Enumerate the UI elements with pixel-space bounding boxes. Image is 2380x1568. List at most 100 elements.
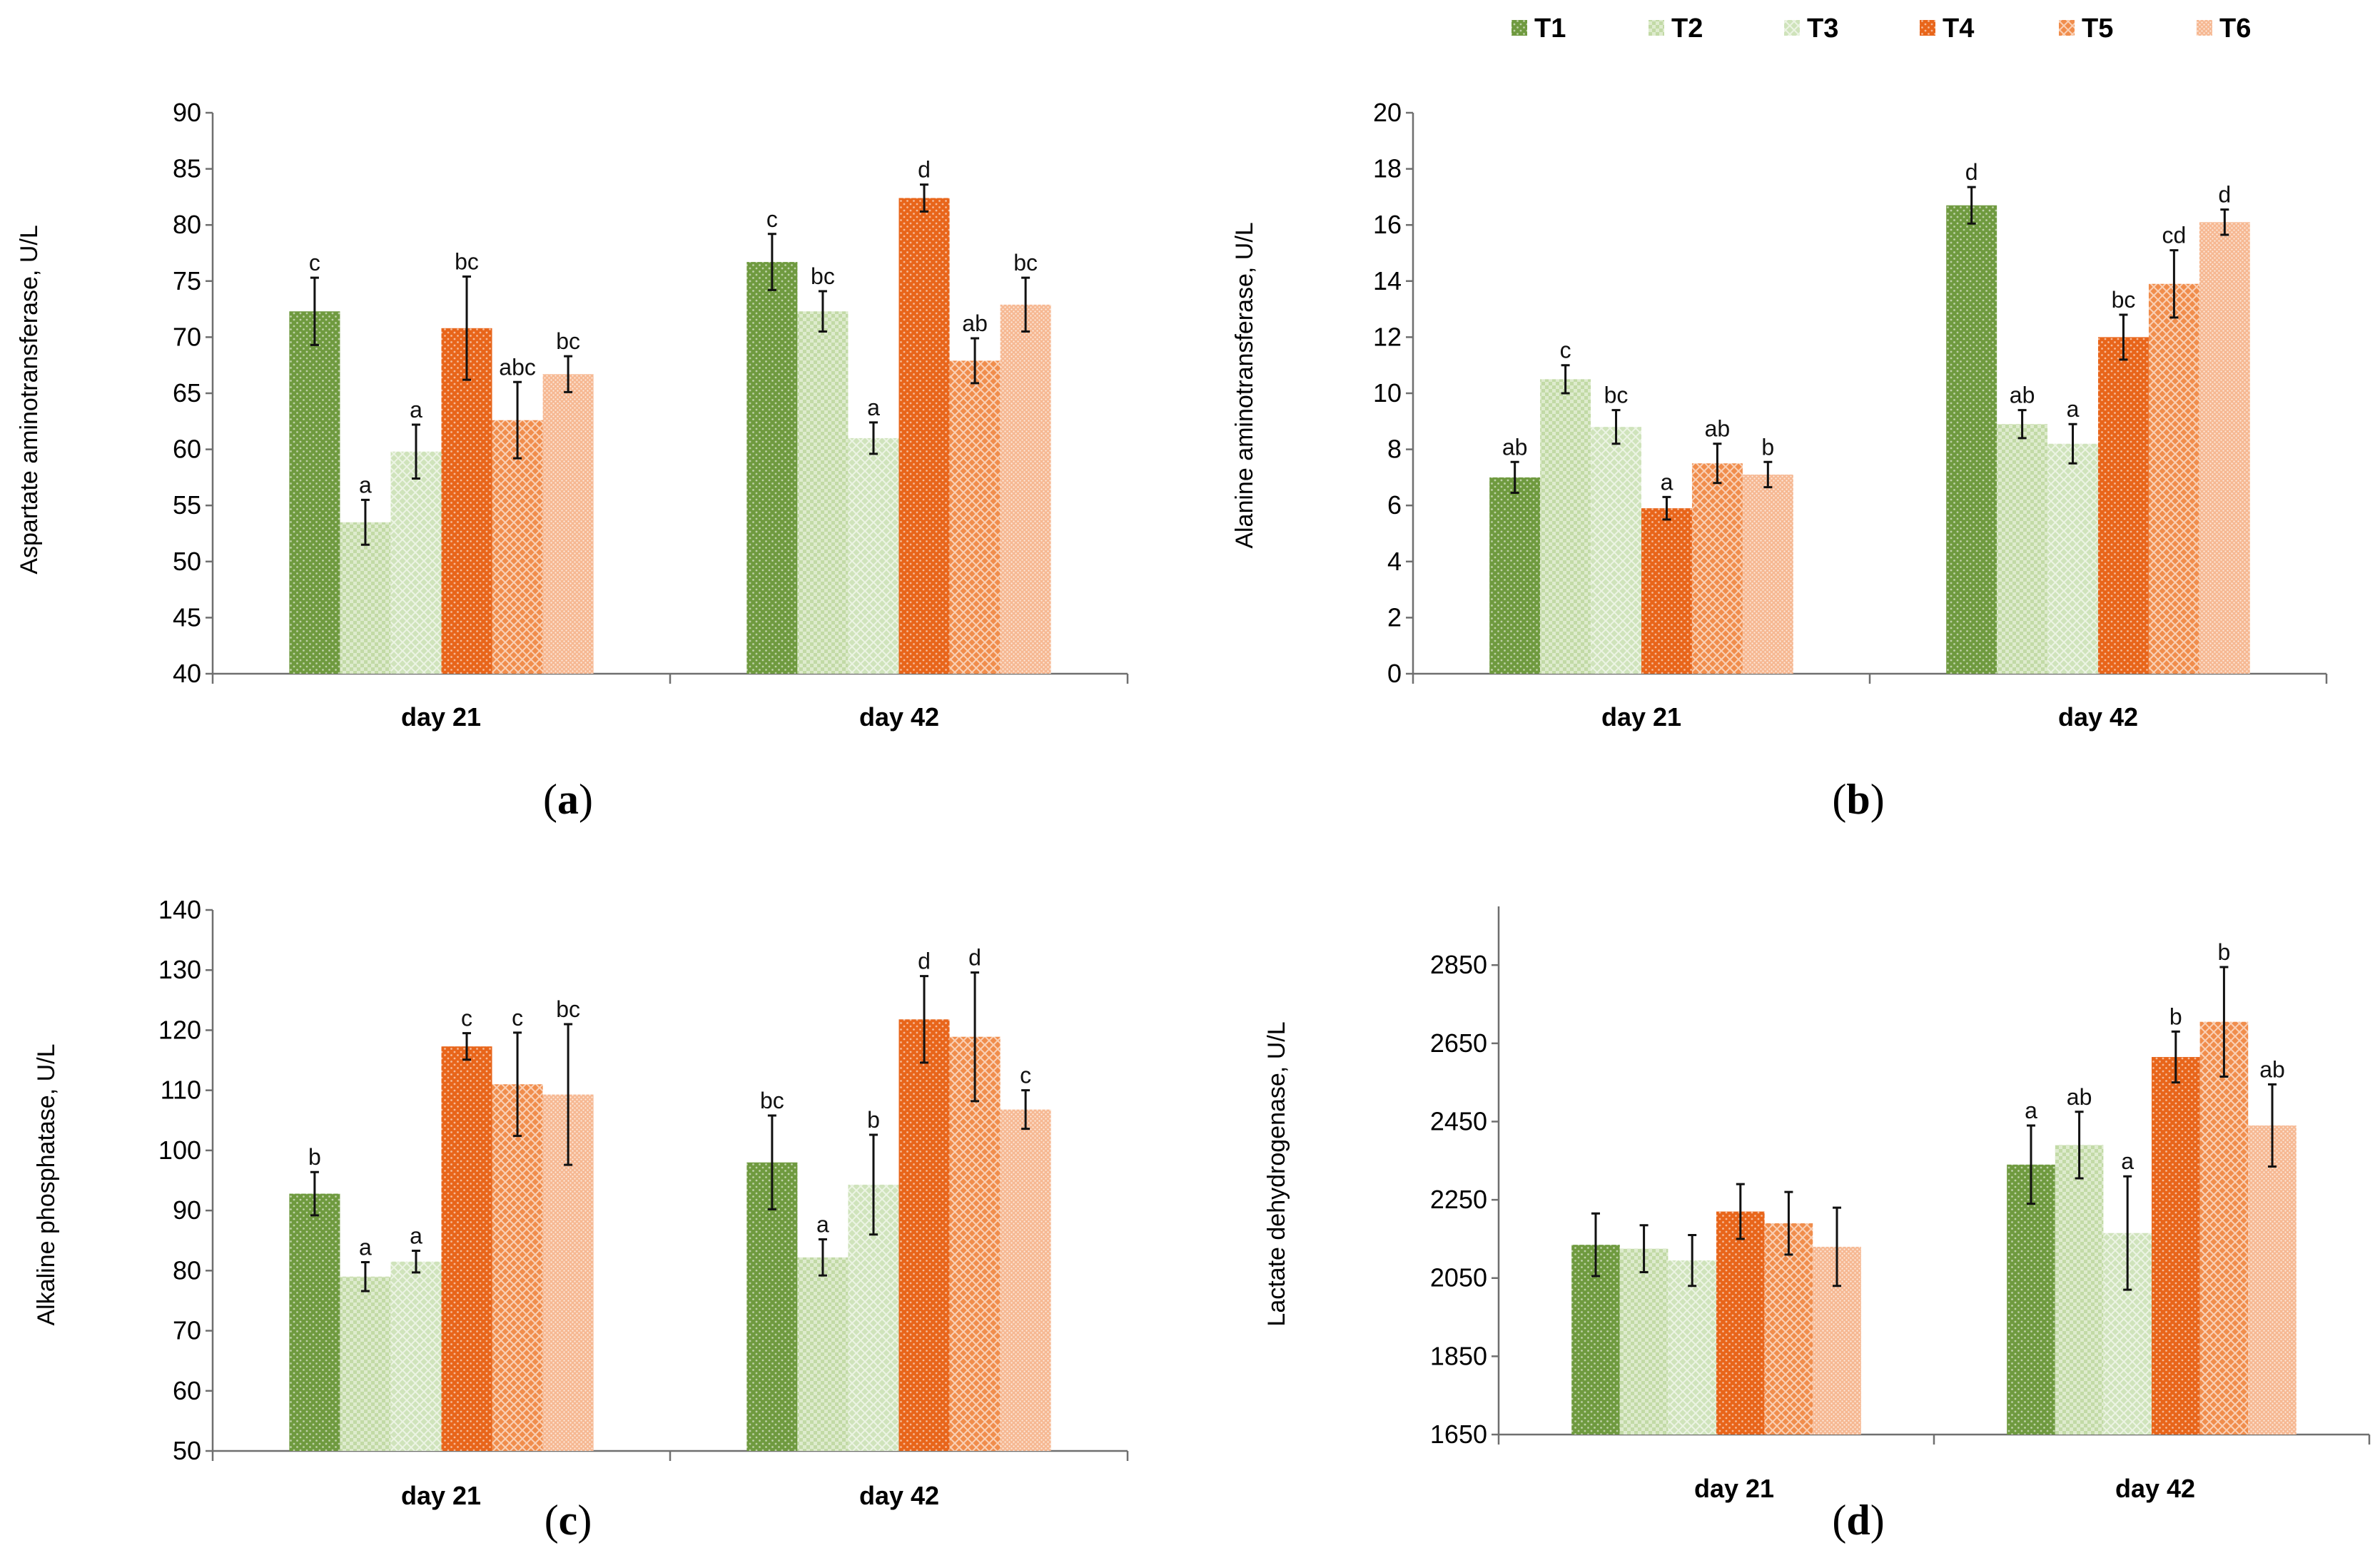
y-axis-label: Lactate dehydrogenase, U/L: [1263, 1021, 1290, 1326]
legend-item-t3: T3: [1784, 14, 1838, 44]
error-bar: [1713, 442, 1722, 485]
y-tick-label: 18: [1373, 154, 1402, 183]
y-tick-label: 6: [1387, 490, 1402, 520]
significance-letter: bc: [556, 328, 580, 354]
error-bar: [1763, 460, 1773, 489]
y-tick-label: 70: [173, 1316, 201, 1345]
significance-letter: ab: [962, 310, 988, 336]
significance-letter: c: [461, 1006, 472, 1031]
bar-t3-day-21: [1668, 1260, 1716, 1435]
y-tick-label: 80: [173, 1255, 201, 1285]
panel-letter: b: [1846, 776, 1870, 823]
significance-letter: d: [918, 949, 931, 974]
panel-label: (b): [1832, 776, 1884, 823]
x-category-label: day 42: [2115, 1474, 2195, 1503]
y-tick-label: 50: [173, 547, 201, 576]
significance-letter: a: [359, 1235, 372, 1260]
error-bar: [1967, 186, 1976, 225]
y-tick-label: 4: [1387, 547, 1402, 576]
bar-t6-day-42: [2199, 222, 2250, 674]
significance-letter: b: [867, 1107, 880, 1133]
error-bar: [869, 1133, 878, 1236]
error-bar: [2068, 423, 2077, 465]
error-bar: [462, 1032, 472, 1061]
error-bar: [2268, 1083, 2277, 1168]
bar-t1-day-42: [746, 262, 798, 674]
significance-letter: a: [2025, 1098, 2037, 1123]
significance-letter: bc: [760, 1088, 784, 1113]
bar-t5-day-21: [1764, 1223, 1813, 1435]
significance-letter: ab: [2067, 1084, 2092, 1110]
significance-letter: a: [359, 472, 372, 497]
error-bar: [1021, 1089, 1031, 1131]
error-bar: [971, 971, 980, 1103]
error-bar: [360, 498, 370, 546]
y-tick-label: 60: [173, 1376, 201, 1405]
bar-t3-day-21: [390, 451, 442, 674]
bar-t1-day-21: [289, 311, 340, 674]
y-tick-label: 12: [1373, 322, 1402, 351]
x-category-label: day 21: [1601, 702, 1681, 732]
significance-letter: ab: [2259, 1056, 2285, 1082]
error-bar: [1611, 409, 1621, 445]
bar-t2-day-21: [1540, 379, 1591, 674]
legend-item-t1: T1: [1511, 14, 1566, 44]
bar-t4-day-42: [2152, 1057, 2200, 1435]
bar-t5-day-42: [949, 360, 1001, 674]
y-tick-label: 2250: [1430, 1185, 1487, 1214]
y-tick-label: 2: [1387, 602, 1402, 632]
x-category-label: day 21: [1694, 1474, 1774, 1503]
error-bar: [818, 1238, 827, 1277]
significance-letter: bc: [1604, 383, 1629, 408]
significance-letter: d: [1965, 159, 1978, 185]
significance-letter: a: [2121, 1148, 2134, 1174]
y-tick-label: 130: [158, 955, 201, 984]
y-tick-label: 14: [1373, 266, 1402, 295]
bar-t1-day-42: [2007, 1164, 2055, 1435]
bar-t5-day-21: [492, 420, 543, 674]
legend-item-t5: T5: [2059, 14, 2113, 44]
legend-swatch: [2197, 20, 2212, 36]
significance-letter: b: [308, 1144, 321, 1170]
legend-label: T1: [1534, 14, 1566, 44]
y-tick-label: 2450: [1430, 1106, 1487, 1135]
significance-letter: d: [918, 157, 931, 183]
significance-letter: c: [1020, 1063, 1031, 1088]
legend-swatch: [1784, 20, 1800, 36]
legend-label: T4: [1943, 14, 1974, 44]
x-category-label: day 21: [401, 1481, 481, 1510]
y-axis-label: Alanine aminotransferase, U/L: [1231, 222, 1258, 548]
bar-t6-day-21: [1742, 474, 1793, 674]
significance-letter: bc: [811, 263, 835, 289]
y-tick-label: 100: [158, 1135, 201, 1165]
significance-letter: d: [968, 945, 981, 971]
bar-t4-day-21: [441, 1046, 492, 1451]
significance-letter: a: [1661, 469, 1673, 495]
y-tick-label: 110: [161, 1076, 201, 1105]
legend-item-t4: T4: [1920, 14, 1974, 44]
y-tick-label: 8: [1387, 435, 1402, 464]
y-tick-label: 80: [173, 210, 201, 239]
significance-letter: a: [867, 395, 880, 420]
significance-letter: a: [410, 397, 422, 423]
bar-t6-day-42: [1000, 1109, 1051, 1451]
error-bar: [2123, 1175, 2132, 1291]
x-category-label: day 42: [2058, 702, 2138, 732]
significance-letter: a: [2067, 396, 2080, 422]
error-bar: [1736, 1183, 1745, 1240]
y-tick-label: 1650: [1430, 1420, 1487, 1449]
significance-letter: a: [410, 1223, 422, 1249]
error-bar: [767, 233, 776, 291]
significance-letter: d: [2218, 182, 2231, 208]
significance-letter: bc: [1013, 250, 1038, 275]
legend-label: T3: [1807, 14, 1838, 44]
significance-letter: a: [816, 1212, 829, 1238]
legend-item-t6: T6: [2197, 14, 2251, 44]
bar-t5-day-42: [949, 1036, 1001, 1451]
error-bar: [462, 275, 472, 381]
bar-t2-day-21: [340, 1276, 391, 1451]
y-tick-label: 75: [173, 266, 201, 295]
bar-t2-day-42: [1997, 424, 2048, 674]
error-bar: [564, 1023, 573, 1166]
bar-t5-day-42: [2199, 1021, 2249, 1435]
